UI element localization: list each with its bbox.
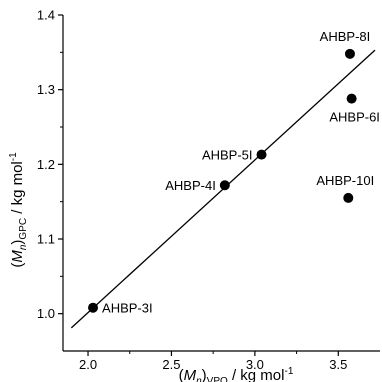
x-tick-label: 2.0 (79, 357, 97, 372)
x-tick-label: 3.5 (329, 357, 347, 372)
y-tick-label: 1.1 (37, 232, 55, 247)
point-label: AHBP-4I (165, 178, 216, 193)
data-point (346, 93, 357, 104)
x-axis-title: (Mn)VPO / kg mol-1 (179, 366, 294, 382)
data-point (343, 192, 354, 203)
y-axis-title: (Mn)GPC / kg mol-1 (8, 152, 29, 268)
y-tick-label: 1.4 (37, 8, 55, 23)
y-tick-label: 1.2 (37, 157, 55, 172)
x-tick-label: 3.0 (246, 357, 264, 372)
point-label: AHBP-10I (316, 173, 374, 188)
data-point (344, 48, 355, 59)
point-label: AHBP-8I (320, 29, 371, 44)
point-label: AHBP-5I (202, 148, 253, 163)
y-tick-label: 1.0 (37, 306, 55, 321)
y-tick-label: 1.3 (37, 82, 55, 97)
data-point (256, 149, 267, 160)
data-point (88, 302, 99, 313)
point-label: AHBP-6I (329, 110, 380, 125)
x-tick-label: 2.5 (162, 357, 180, 372)
data-point (219, 180, 230, 191)
point-label: AHBP-3I (102, 301, 153, 316)
